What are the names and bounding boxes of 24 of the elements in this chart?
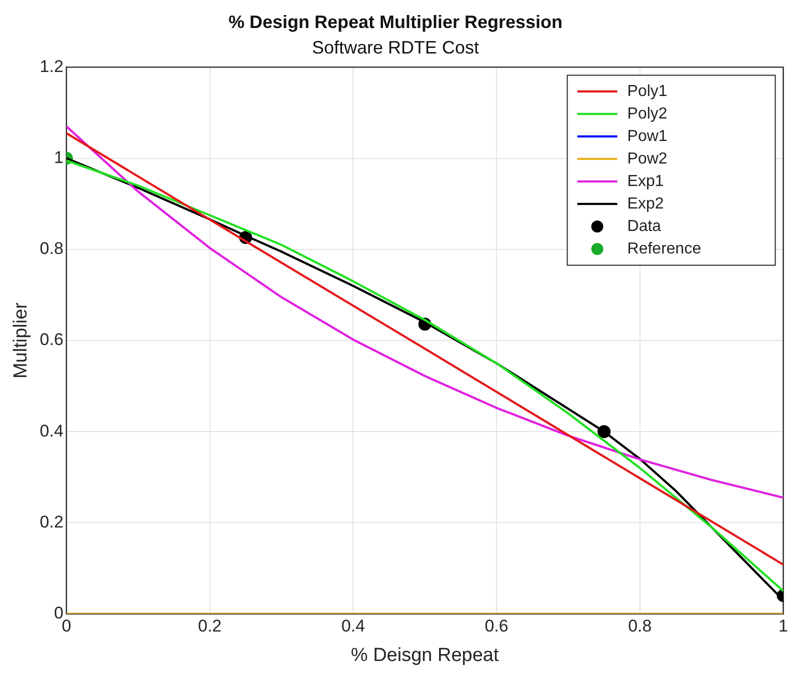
y-tick-label: 0	[54, 603, 64, 622]
legend-label: Poly1	[627, 82, 668, 100]
y-axis-title: Multiplier	[10, 302, 32, 379]
x-tick-label: 0.8	[628, 616, 652, 636]
y-tick-label: 1.2	[40, 56, 64, 76]
y-tick-label: 0.2	[40, 512, 64, 532]
legend-label: Pow2	[627, 150, 668, 168]
x-tick-label: 0.6	[484, 616, 508, 636]
chart-subtitle: Software RDTE Cost	[312, 37, 480, 58]
x-tick-label: 1	[778, 616, 788, 636]
legend-label: Pow1	[627, 128, 668, 145]
x-tick-label: 0.2	[198, 616, 222, 636]
chart-title: % Design Repeat Multiplier Regression	[228, 12, 563, 32]
y-tick-label: 1	[54, 148, 64, 167]
legend-label: Exp1	[627, 172, 664, 190]
y-tick-label: 0.6	[40, 330, 64, 350]
legend-label: Poly2	[627, 105, 668, 122]
x-tick-label: 0.4	[341, 616, 365, 636]
y-tick-label: 0.8	[40, 239, 64, 258]
legend-label: Exp2	[627, 195, 664, 212]
legend-label: Reference	[627, 240, 702, 258]
legend-label: Data	[627, 218, 662, 235]
y-tick-label: 0.4	[40, 421, 64, 440]
x-axis-title: % Deisgn Repeat	[350, 644, 500, 666]
